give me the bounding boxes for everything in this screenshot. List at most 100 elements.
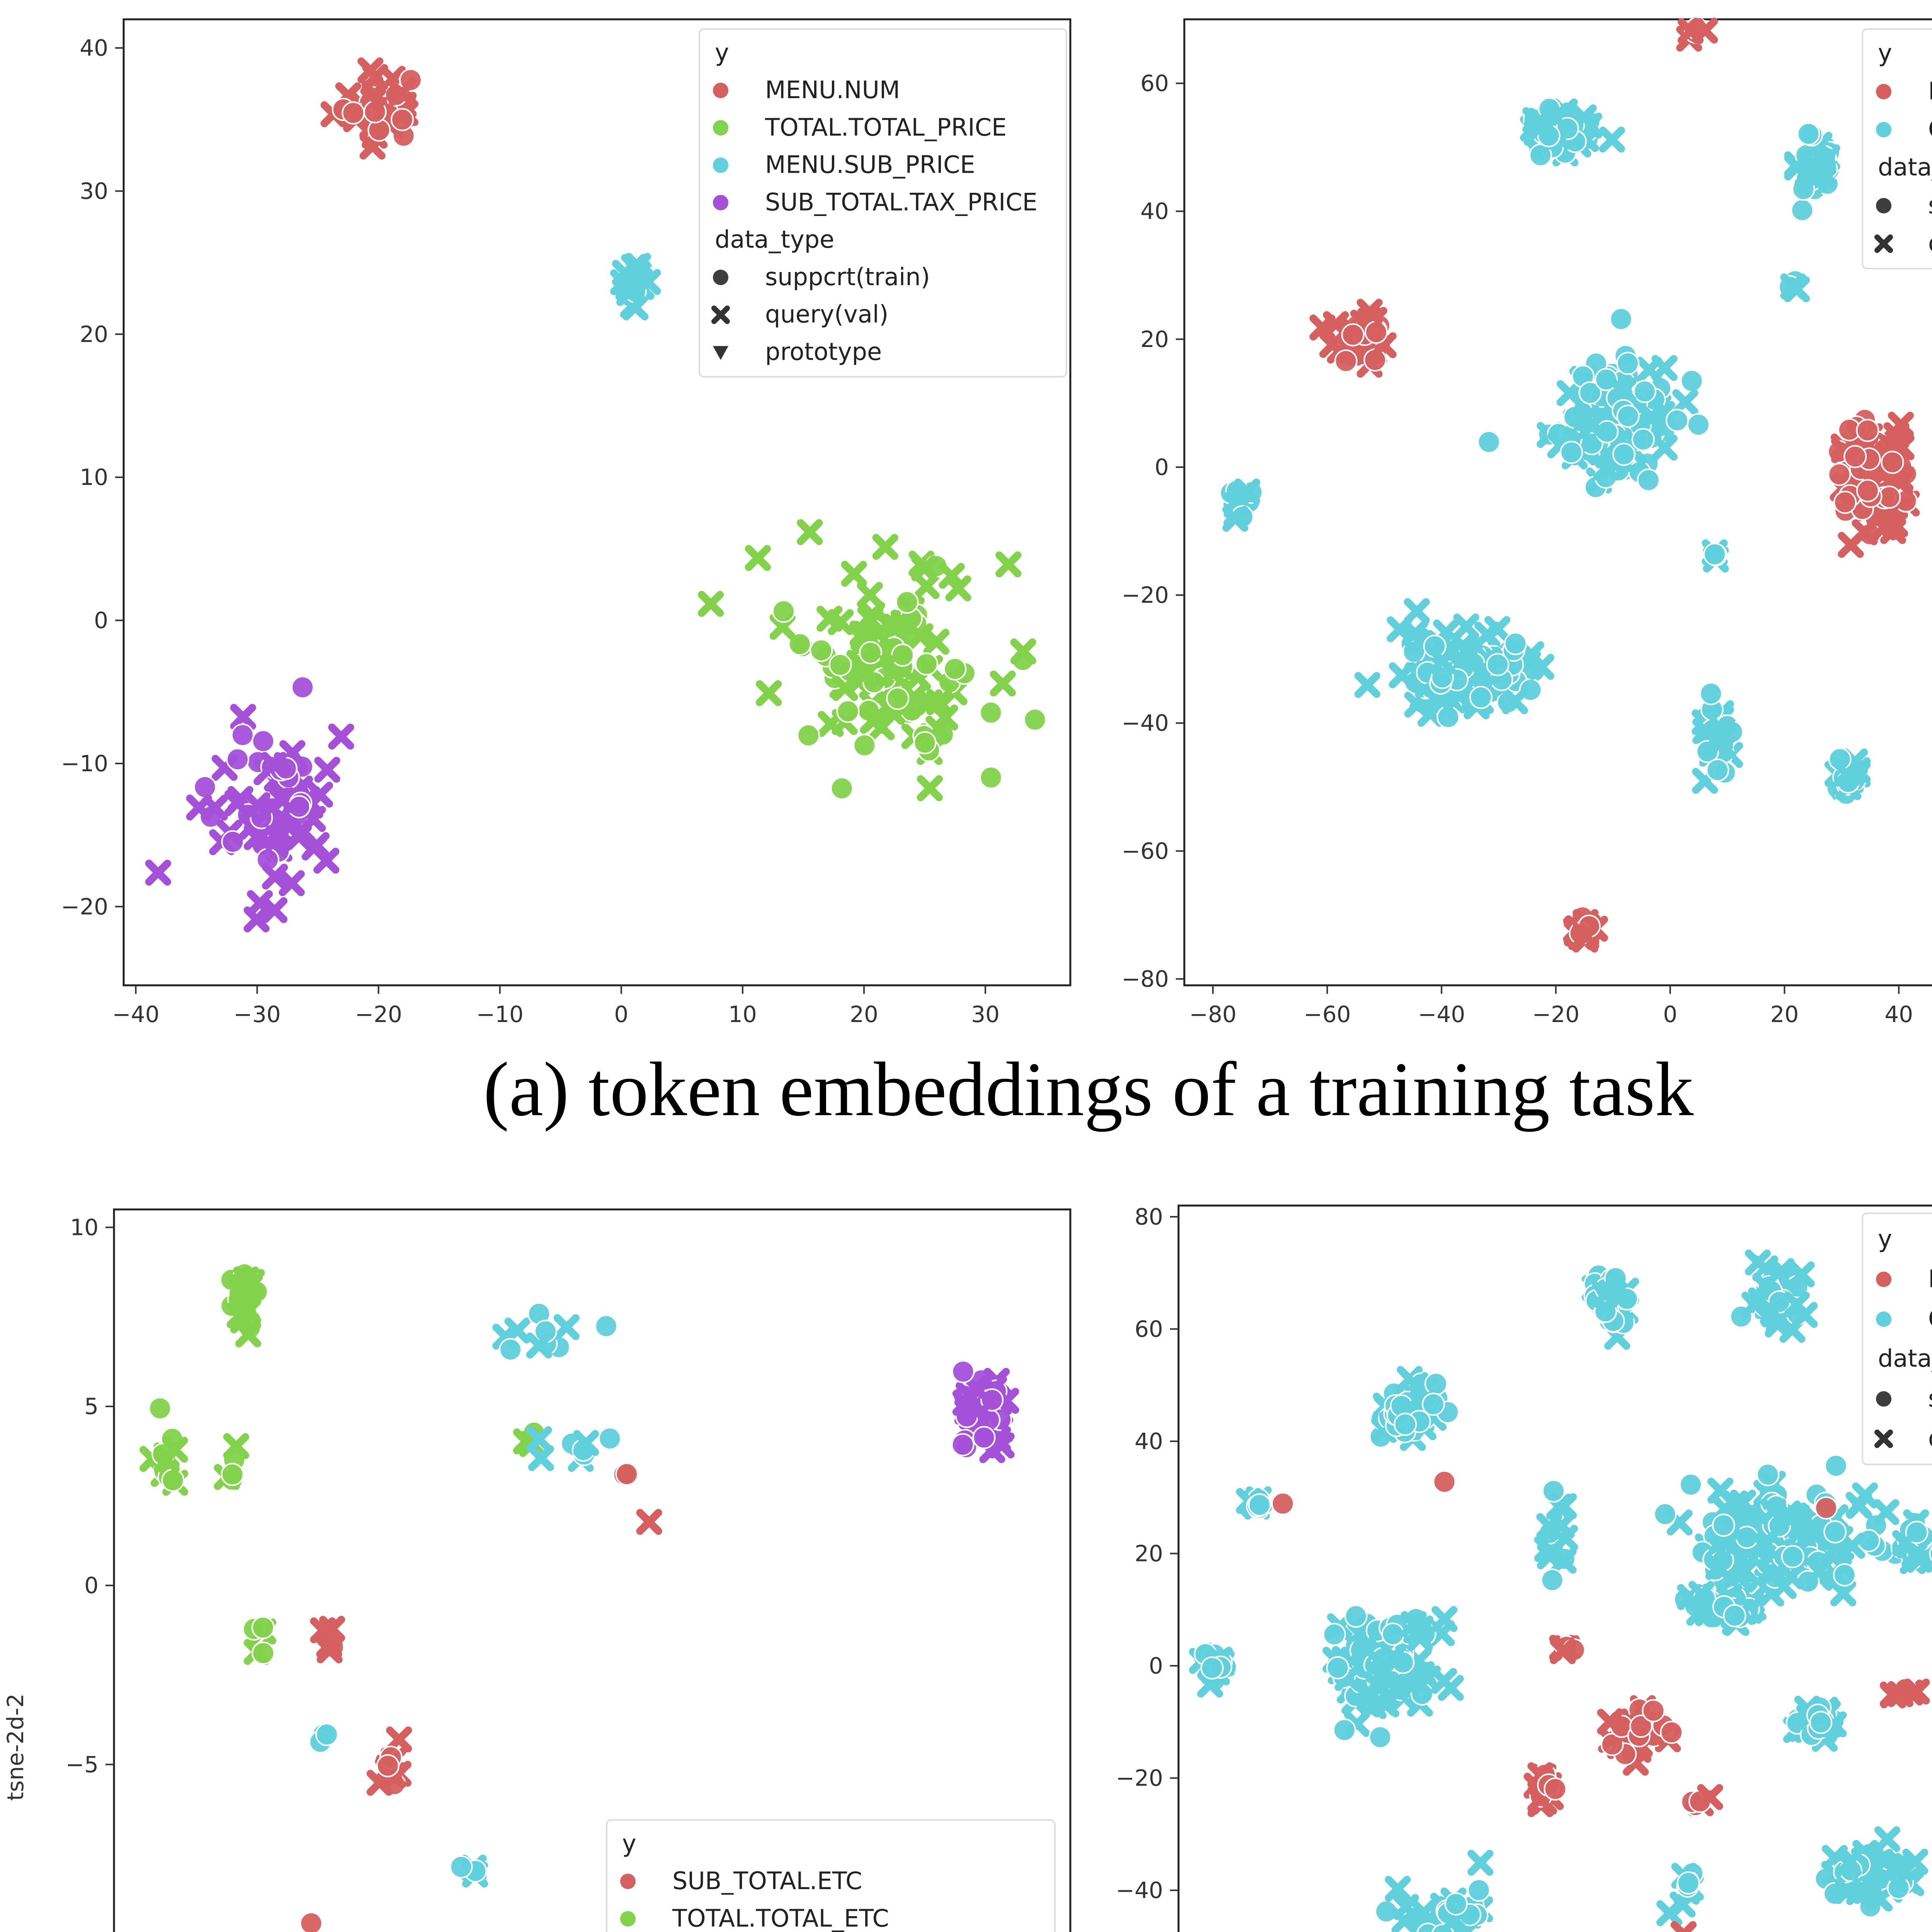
data-point-support	[1631, 428, 1655, 451]
y-tick-label: −20	[61, 893, 108, 920]
data-point-support	[836, 699, 860, 723]
y-tick-label: 40	[1134, 1428, 1163, 1454]
data-point-query	[1599, 126, 1625, 153]
data-point-query	[849, 621, 876, 647]
data-point-support	[1368, 1725, 1392, 1749]
data-point-support	[772, 599, 795, 623]
data-point-support	[1600, 1733, 1624, 1756]
y-tick-label: 20	[80, 321, 108, 347]
data-point-query	[1789, 1261, 1815, 1287]
data-point-support	[886, 687, 910, 710]
data-point-support	[1023, 708, 1047, 731]
data-point-query	[1656, 1900, 1682, 1926]
data-point-support	[1612, 442, 1636, 466]
y-tick-label: 0	[1149, 1653, 1163, 1679]
legend-box	[1862, 1213, 1932, 1465]
legend-marker-x	[711, 305, 730, 324]
legend-marker-x	[1874, 1429, 1893, 1448]
data-point-support	[1828, 463, 1851, 486]
plot-area-frame	[113, 1208, 1071, 1932]
data-point-query	[1752, 1532, 1778, 1559]
legend-marker-circle	[1876, 198, 1891, 214]
data-point-query	[857, 606, 883, 633]
data-point-query	[1830, 1580, 1856, 1607]
data-point-query	[1351, 1634, 1378, 1660]
data-point-support	[1541, 1568, 1564, 1592]
legend-title: data_type	[1878, 1344, 1932, 1372]
x-tick-label: −30	[233, 1001, 281, 1027]
data-point-query	[230, 1307, 256, 1333]
data-point-support	[1560, 440, 1583, 464]
data-point-support	[1477, 430, 1501, 454]
data-point-support	[499, 1338, 522, 1361]
data-point-support	[226, 748, 250, 771]
data-point-support	[1616, 405, 1640, 428]
data-point-query	[1222, 506, 1248, 532]
y-tick-label: −20	[1116, 1765, 1163, 1791]
caption-a: (a) token embeddings of a training task	[483, 1047, 1694, 1132]
data-point-support	[895, 590, 919, 614]
data-point-support	[1723, 1604, 1747, 1628]
legend-color-swatch	[1876, 1311, 1891, 1327]
legend-box	[699, 28, 1067, 378]
data-point-query	[261, 752, 287, 778]
data-point-query	[243, 906, 270, 932]
data-point-support	[1633, 379, 1656, 403]
y-tick-label: −60	[1122, 838, 1169, 864]
data-point-query	[1550, 1638, 1576, 1664]
data-point-query	[1801, 159, 1827, 185]
x-tick-label: −40	[1418, 1001, 1465, 1027]
data-point-support	[1544, 1777, 1567, 1801]
data-point-query	[1833, 761, 1860, 787]
data-point-query	[1528, 654, 1554, 680]
x-tick-label: −40	[112, 1001, 159, 1027]
data-point-query	[1363, 1671, 1389, 1697]
y-tick-label: 0	[84, 1572, 99, 1599]
data-point-support	[342, 101, 365, 125]
data-point-support	[915, 652, 938, 676]
scatter-plot-a-left: −40 −30 −20 −10 0 10 20 30 −20 −10 0 10 20 30 40 y MENU.…	[61, 18, 1071, 1027]
data-point-query	[261, 897, 287, 923]
data-point-support	[979, 766, 1003, 789]
data-point-query	[1697, 1784, 1723, 1810]
data-point-query	[1835, 1878, 1861, 1904]
data-point-support	[1578, 381, 1602, 405]
data-point-support	[1333, 1718, 1356, 1742]
y-tick-label: −5	[66, 1751, 99, 1777]
data-point-support	[1542, 1479, 1565, 1503]
data-point-support	[1642, 1699, 1665, 1723]
data-point-support	[828, 653, 852, 677]
data-point-query	[1404, 1668, 1430, 1694]
legend-label: MENU.NUM	[765, 76, 900, 104]
y-tick-label: 20	[1134, 1541, 1163, 1567]
data-point-prototype	[156, 1452, 177, 1470]
data-point-query	[636, 1509, 662, 1535]
data-point-support	[231, 723, 254, 747]
data-point-support	[1469, 685, 1493, 709]
data-point-support	[1424, 1372, 1448, 1396]
legend-color-swatch	[620, 1874, 636, 1889]
legend-label: suppcrt(train)	[765, 263, 930, 291]
data-point-support	[376, 1754, 400, 1777]
data-point-support	[1529, 143, 1552, 167]
data-point-support	[193, 775, 217, 799]
scatter-points	[1189, 1249, 1932, 1932]
data-point-support	[1881, 451, 1904, 474]
chart-b-testing-classes: −20−10010203040−15−10−50510tsne-2d-1tsne…	[0, 1182, 1090, 1932]
data-point-query	[328, 723, 354, 750]
data-point-query	[1592, 1281, 1618, 1308]
data-point-support	[1594, 1299, 1617, 1323]
data-point-query	[850, 663, 877, 689]
data-point-query	[841, 561, 867, 587]
data-point-query	[386, 1726, 412, 1753]
data-point-query	[1725, 1563, 1751, 1589]
y-tick-label: 5	[84, 1393, 99, 1420]
data-point-query	[1705, 1554, 1731, 1580]
data-point-support	[1677, 1871, 1700, 1895]
data-point-query	[573, 1430, 599, 1456]
data-point-query	[1806, 1558, 1832, 1585]
legend-color-swatch	[713, 195, 728, 211]
legend: y MENU.NUM TOTAL.TOTAL_PRICE MENU.SUB_PRICE…	[699, 28, 1067, 378]
data-point-query	[1802, 1515, 1828, 1541]
data-point-query	[1835, 1850, 1862, 1876]
